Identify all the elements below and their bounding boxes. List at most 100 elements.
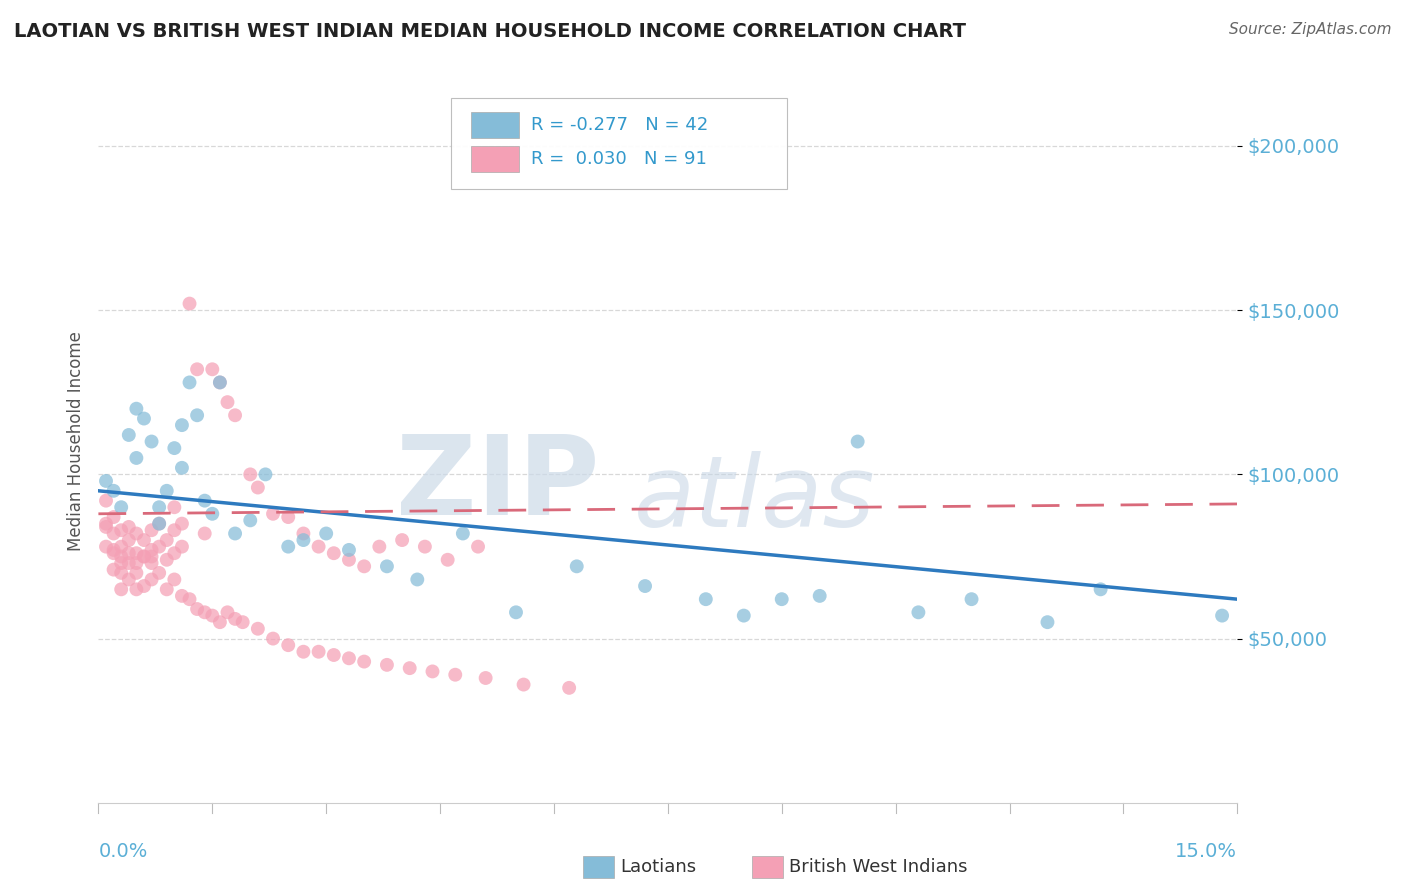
Point	[232, 615, 254, 630]
Text: R =  0.030   N = 91: R = 0.030 N = 91	[531, 150, 707, 168]
Point	[125, 546, 148, 560]
Point	[217, 395, 239, 409]
Point	[148, 566, 170, 580]
Point	[186, 602, 208, 616]
Point	[292, 645, 315, 659]
Point	[308, 540, 330, 554]
Point	[94, 474, 117, 488]
Point	[103, 483, 125, 498]
Point	[141, 549, 163, 564]
Point	[467, 540, 489, 554]
Point	[94, 520, 117, 534]
Text: Laotians: Laotians	[620, 858, 696, 876]
Point	[770, 592, 793, 607]
Point	[94, 493, 117, 508]
Point	[505, 605, 527, 619]
Point	[246, 481, 269, 495]
Point	[422, 665, 444, 679]
Text: ZIP: ZIP	[396, 432, 599, 539]
Point	[141, 523, 163, 537]
Point	[110, 566, 132, 580]
Point	[118, 556, 141, 570]
Point	[846, 434, 869, 449]
Point	[208, 376, 231, 390]
Point	[132, 549, 155, 564]
Point	[148, 516, 170, 531]
Point	[118, 573, 141, 587]
Point	[110, 582, 132, 597]
Point	[634, 579, 657, 593]
Point	[308, 645, 330, 659]
Point	[808, 589, 831, 603]
Point	[277, 540, 299, 554]
Point	[156, 533, 179, 547]
Point	[125, 526, 148, 541]
Point	[474, 671, 496, 685]
Text: 15.0%: 15.0%	[1175, 842, 1237, 861]
Point	[262, 507, 284, 521]
Point	[239, 467, 262, 482]
Point	[132, 579, 155, 593]
Point	[170, 540, 193, 554]
Point	[194, 493, 217, 508]
Point	[413, 540, 436, 554]
Point	[217, 605, 239, 619]
Point	[451, 526, 474, 541]
Point	[103, 542, 125, 557]
Point	[125, 566, 148, 580]
Point	[246, 622, 269, 636]
Point	[277, 510, 299, 524]
Point	[194, 605, 217, 619]
Text: Source: ZipAtlas.com: Source: ZipAtlas.com	[1229, 22, 1392, 37]
Point	[132, 549, 155, 564]
Point	[141, 434, 163, 449]
Point	[125, 582, 148, 597]
Point	[125, 556, 148, 570]
Point	[315, 526, 337, 541]
Point	[368, 540, 391, 554]
Text: British West Indians: British West Indians	[789, 858, 967, 876]
Point	[201, 507, 224, 521]
Point	[960, 592, 983, 607]
Point	[239, 513, 262, 527]
Y-axis label: Median Household Income: Median Household Income	[66, 332, 84, 551]
Point	[118, 520, 141, 534]
Point	[353, 559, 375, 574]
Point	[1211, 608, 1233, 623]
Point	[375, 559, 398, 574]
Point	[163, 573, 186, 587]
Point	[103, 563, 125, 577]
Point	[179, 376, 201, 390]
Point	[170, 589, 193, 603]
Point	[186, 409, 208, 423]
Point	[156, 483, 179, 498]
Text: LAOTIAN VS BRITISH WEST INDIAN MEDIAN HOUSEHOLD INCOME CORRELATION CHART: LAOTIAN VS BRITISH WEST INDIAN MEDIAN HO…	[14, 22, 966, 41]
Point	[444, 667, 467, 681]
Point	[224, 612, 246, 626]
Point	[141, 573, 163, 587]
Point	[125, 450, 148, 465]
Point	[118, 533, 141, 547]
Point	[110, 523, 132, 537]
Point	[163, 546, 186, 560]
Point	[375, 657, 398, 672]
Point	[156, 553, 179, 567]
Point	[201, 362, 224, 376]
Point	[512, 677, 534, 691]
Point	[322, 648, 344, 662]
Point	[558, 681, 581, 695]
Point	[141, 542, 163, 557]
Point	[103, 526, 125, 541]
Point	[110, 540, 132, 554]
Point	[292, 533, 315, 547]
Point	[292, 526, 315, 541]
Point	[398, 661, 420, 675]
Point	[132, 411, 155, 425]
Point	[94, 540, 117, 554]
Text: atlas: atlas	[634, 450, 876, 548]
Point	[132, 533, 155, 547]
Point	[224, 526, 246, 541]
Point	[163, 523, 186, 537]
Point	[103, 510, 125, 524]
Point	[118, 546, 141, 560]
